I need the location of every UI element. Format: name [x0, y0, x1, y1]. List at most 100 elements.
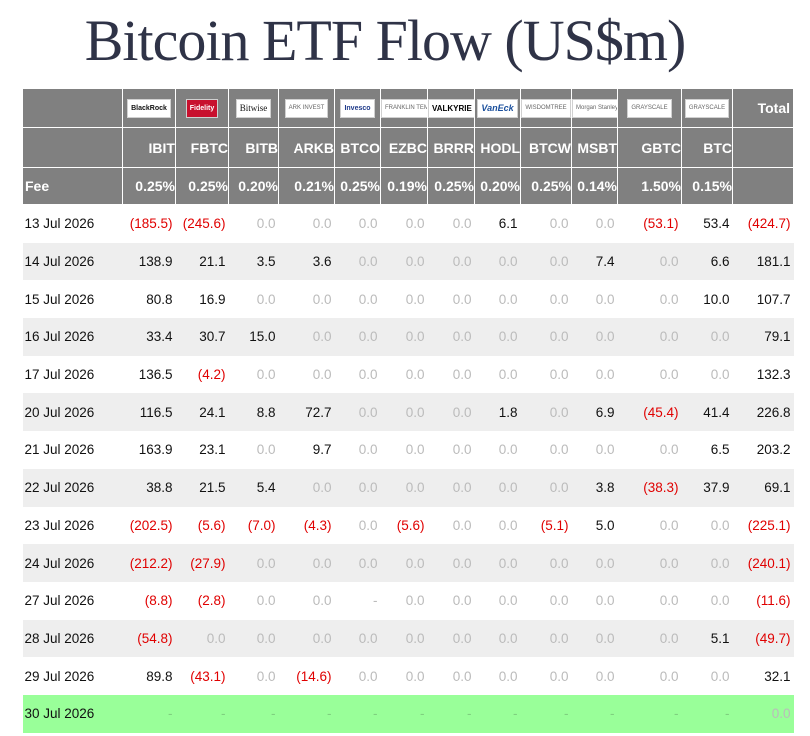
flow-cell: 0.0 — [427, 468, 475, 507]
flow-cell: (53.1) — [643, 216, 679, 232]
flow-cell: (2.8) — [197, 593, 226, 609]
flow-cell: 0.0 — [681, 544, 733, 582]
row-total: (49.7) — [732, 619, 794, 658]
row-date: 20 Jul 2026 — [22, 393, 123, 432]
table-row: 30 Jul 2026- - - - - - - - - - - -0.0 — [22, 694, 794, 733]
flow-cell: 0.0 — [571, 544, 618, 582]
flow-cell: 0.0 — [595, 367, 615, 383]
flow-cell: 0.0 — [278, 468, 335, 507]
flow-cell: 6.6 — [681, 242, 733, 281]
flow-cell: 72.7 — [278, 393, 335, 432]
flow-cell: 0.0 — [617, 318, 682, 356]
flow-cell: 0.0 — [595, 668, 615, 684]
flow-cell: (212.2) — [122, 544, 176, 582]
flow-cell: 10.0 — [703, 291, 730, 307]
flow-cell: 0.0 — [498, 593, 518, 609]
fee-value: 0.19% — [380, 167, 428, 205]
row-date: 17 Jul 2026 — [24, 367, 95, 383]
flow-cell: - — [175, 694, 229, 733]
table-row: 17 Jul 2026 136.5 (4.2) 0.0 0.0 0.0 0.0 0.0 0.0 0… — [23, 356, 794, 394]
flow-cell: 0.0 — [278, 318, 335, 356]
flow-cell: 0.0 — [427, 544, 475, 582]
flow-cell: 0.0 — [256, 367, 276, 383]
ticker-header-row: IBIT FBTC BITB ARKB BTCO EZBC BRRR HODL BTCW MSBT… — [22, 127, 794, 168]
flow-cell: 0.0 — [312, 593, 332, 609]
fee-label: Fee — [22, 167, 123, 205]
flow-cell: 3.5 — [228, 242, 279, 281]
blackrock-logo: BlackRock — [127, 98, 171, 118]
flow-cell: 0.0 — [474, 468, 521, 507]
flow-cell: 6.5 — [710, 442, 730, 458]
row-total: (424.7) — [747, 216, 791, 232]
flow-cell: 0.0 — [452, 442, 472, 458]
flow-cell: 0.0 — [659, 367, 679, 383]
flow-cell: 1.8 — [474, 393, 521, 432]
ticker-hodl: HODL — [474, 127, 521, 168]
flow-cell: - — [681, 694, 733, 733]
flow-cell: 80.8 — [146, 291, 173, 307]
flow-cell: 0.0 — [595, 593, 615, 609]
row-total: 226.8 — [732, 393, 794, 432]
table-row: 16 Jul 2026 33.4 30.7 15.0 0.0 0.0 0.0 0.0 0.0 0.… — [22, 318, 794, 356]
flow-cell: 23.1 — [199, 442, 226, 458]
flow-cell: 0.0 — [228, 544, 279, 582]
flow-cell: (5.6) — [396, 517, 425, 533]
flow-cell: - — [571, 694, 618, 733]
flow-cell: 0.0 — [710, 517, 730, 533]
flow-cell: 41.4 — [681, 393, 733, 432]
flow-cell: 0.0 — [427, 318, 475, 356]
flow-cell: - — [373, 593, 378, 609]
flow-cell: 0.0 — [659, 291, 679, 307]
flow-cell: (4.2) — [197, 367, 226, 383]
flow-cell: 116.5 — [122, 393, 176, 432]
flow-cell: 0.0 — [334, 318, 381, 356]
fee-row: Fee 0.25% 0.25% 0.20% 0.21% 0.25% 0.19% 0.25% 0.… — [22, 167, 794, 205]
flow-cell: 138.9 — [122, 242, 176, 281]
flow-cell: (54.8) — [122, 619, 176, 658]
table-row: 20 Jul 2026 116.5 24.1 8.8 72.7 0.0 0.0 0.0 1.8 0… — [22, 393, 794, 432]
ticker-btco: BTCO — [334, 127, 381, 168]
logo-cell: GRAYSCALE — [617, 88, 682, 128]
flow-cell: 0.0 — [452, 367, 472, 383]
flow-cell: 0.0 — [334, 544, 381, 582]
ticker-arkb: ARKB — [278, 127, 335, 168]
table-row: 24 Jul 2026 (212.2) (27.9) 0.0 0.0 0.0 0.0 0.0 0… — [22, 544, 794, 582]
fee-value: 1.50% — [617, 167, 682, 205]
ticker-fbtc: FBTC — [175, 127, 229, 168]
logo-header-corner — [22, 88, 123, 128]
flow-cell: 0.0 — [595, 442, 615, 458]
wisdomtree-logo: WISDOMTREE — [521, 98, 571, 118]
logo-cell: GRAYSCALE — [681, 88, 733, 128]
fee-blank — [732, 167, 794, 205]
flow-cell: 0.0 — [334, 393, 381, 432]
table-row: 15 Jul 2026 80.8 16.9 0.0 0.0 0.0 0.0 0.0 0.0 0.0… — [23, 280, 794, 318]
flow-cell: 0.0 — [617, 544, 682, 582]
logo-cell: Morgan Stanley — [571, 88, 618, 128]
flow-cell: 33.4 — [122, 318, 176, 356]
row-total: 132.3 — [756, 367, 791, 383]
table-row: 21 Jul 2026 163.9 23.1 0.0 9.7 0.0 0.0 0.0 0.0 0.… — [23, 431, 794, 469]
flow-cell: 8.8 — [228, 393, 279, 432]
flow-cell: (7.0) — [247, 517, 276, 533]
flow-cell: 0.0 — [405, 593, 425, 609]
flow-cell: 0.0 — [474, 242, 521, 281]
flow-cell: 0.0 — [474, 318, 521, 356]
flow-cell: 0.0 — [520, 393, 572, 432]
table-row: 28 Jul 2026 (54.8) 0.0 0.0 0.0 0.0 0.0 0.0 0.0 0.… — [22, 619, 794, 658]
flow-cell: 0.0 — [380, 318, 428, 356]
table-row: 14 Jul 2026 138.9 21.1 3.5 3.6 0.0 0.0 0.0 0.0 0.… — [22, 242, 794, 281]
table-row: 22 Jul 2026 38.8 21.5 5.4 0.0 0.0 0.0 0.0 0.0 0.0… — [22, 468, 794, 507]
flow-cell: 0.0 — [549, 442, 569, 458]
flow-cell: 21.1 — [175, 242, 229, 281]
fee-value: 0.25% — [427, 167, 475, 205]
flow-cell: - — [334, 694, 381, 733]
ticker-gbtc: GBTC — [617, 127, 682, 168]
flow-cell: 163.9 — [138, 442, 173, 458]
row-date: 23 Jul 2026 — [24, 517, 95, 533]
valkyrie-logo: VALKYRIE — [428, 98, 474, 118]
flow-cell: - — [278, 694, 335, 733]
row-total: 203.2 — [756, 442, 791, 458]
table-row: 29 Jul 2026 89.8 (43.1) 0.0 (14.6) 0.0 0.0 0.0 0… — [23, 657, 794, 695]
row-date: 28 Jul 2026 — [22, 619, 123, 658]
logo-cell: VanEck — [474, 88, 521, 128]
